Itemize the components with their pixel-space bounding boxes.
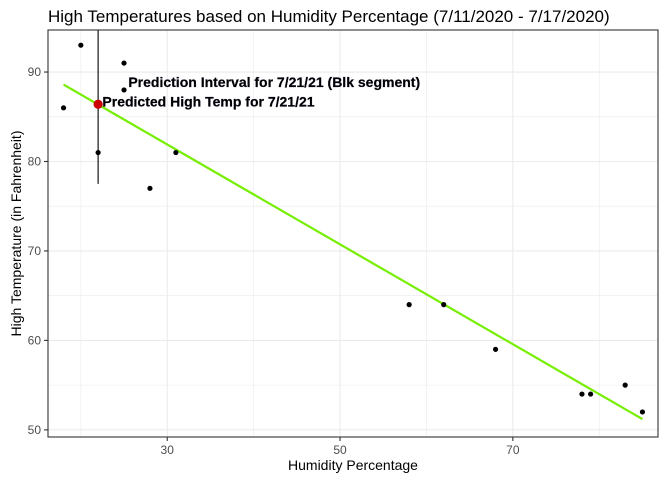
data-point (147, 185, 153, 191)
data-point (121, 60, 127, 66)
y-tick-label: 60 (28, 333, 42, 347)
plot-panel-border (47, 29, 659, 438)
data-point (406, 302, 412, 308)
data-point (588, 391, 594, 397)
x-tick-label: 70 (506, 443, 520, 457)
y-tick-label: 50 (28, 423, 42, 437)
x-tick-label: 50 (333, 443, 347, 457)
y-tick-label: 70 (28, 244, 42, 258)
y-axis-title: High Temperature (in Fahrenheit) (8, 131, 24, 337)
x-tick-label: 30 (161, 443, 175, 457)
x-axis-title: Humidity Percentage (288, 457, 418, 473)
data-point (639, 409, 646, 415)
annotation-label: Predicted High Temp for 7/21/21 (102, 94, 314, 110)
data-point (60, 105, 67, 111)
annotation-label: Prediction Interval for 7/21/21 (Blk seg… (128, 74, 420, 90)
data-point (173, 149, 179, 156)
data-point (622, 382, 628, 388)
data-point (121, 87, 127, 93)
data-point (78, 42, 84, 48)
y-tick-label: 90 (28, 65, 42, 79)
data-point (579, 391, 585, 397)
data-point (441, 302, 447, 308)
regression-line (63, 83, 643, 421)
predicted-point (93, 99, 103, 109)
chart-title: High Temperatures based on Humidity Perc… (48, 7, 610, 26)
data-point (492, 346, 499, 352)
y-tick-label: 80 (28, 154, 42, 168)
data-point (95, 149, 101, 156)
